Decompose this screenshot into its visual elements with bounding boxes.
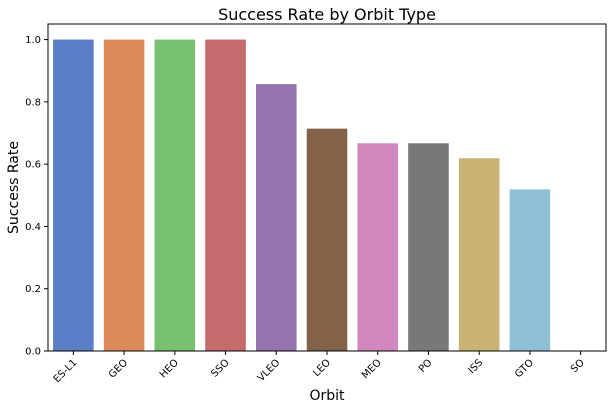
bar-vleo	[255, 84, 297, 351]
y-tick-label: 1.0	[25, 35, 41, 46]
x-tick-label: ISS	[466, 357, 485, 376]
x-tick-label: GEO	[107, 357, 130, 380]
x-tick-label: PO	[417, 357, 435, 375]
x-tick-label: HEO	[158, 357, 181, 380]
bar-iss	[458, 158, 500, 351]
bar-meo	[357, 143, 399, 351]
chart-title: Success Rate by Orbit Type	[218, 5, 436, 24]
bar-gto	[509, 189, 551, 351]
x-axis: ES-L1 GEO HEO SSO VLEO LEO MEO PO ISS GTO SO	[52, 351, 587, 385]
x-tick-label: LEO	[311, 357, 333, 379]
x-axis-label: Orbit	[309, 388, 345, 404]
bar-es-l1	[53, 39, 94, 351]
x-tick-label: ES-L1	[52, 357, 80, 385]
bars-group	[53, 39, 551, 351]
x-tick-label: SO	[569, 357, 587, 375]
y-tick-label: 0.2	[25, 284, 41, 295]
bar-heo	[154, 39, 196, 351]
x-tick-label: SSO	[209, 357, 231, 379]
y-axis: 0.0 0.2 0.4 0.6 0.8 1.0	[25, 35, 48, 358]
y-tick-label: 0.8	[25, 97, 41, 108]
bar-geo	[103, 39, 145, 351]
bar-po	[408, 143, 449, 351]
y-tick-label: 0.4	[25, 222, 41, 233]
x-tick-label: VLEO	[256, 357, 283, 384]
x-tick-label: GTO	[513, 357, 536, 380]
plot-frame	[47, 23, 607, 352]
y-tick-label: 0.6	[25, 160, 41, 171]
y-axis-label: Success Rate	[6, 141, 22, 234]
bar-leo	[306, 128, 348, 351]
bar-sso	[205, 39, 246, 351]
x-tick-label: MEO	[360, 357, 384, 381]
y-tick-label: 0.0	[25, 347, 41, 358]
